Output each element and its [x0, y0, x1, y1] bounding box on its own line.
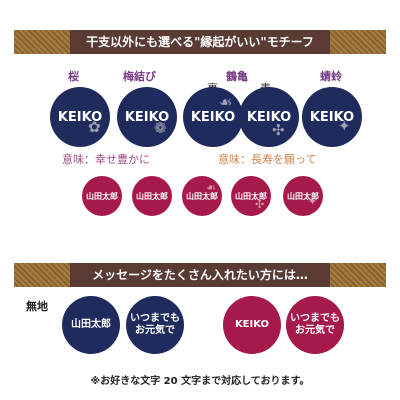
section-title-messages: メッセージをたくさん入れたい方には… — [84, 263, 316, 287]
small-circle-umemusubi: 山田太郎 — [132, 176, 172, 216]
keiko-text-1: KEIKO — [57, 109, 103, 125]
label-seirei: 蜻蛉 — [320, 70, 342, 83]
motif-circle-umemusubi: KEIKO ❁ — [117, 87, 177, 147]
footer-note: ※お好きな文字 20 文字まで対応しております。 — [90, 376, 310, 387]
small-circle-sakura: 山田太郎 — [82, 176, 122, 216]
section-title-band-motifs: 干支以外にも選べる"縁起がいい"モチーフ — [14, 30, 386, 54]
plain-circle-crimson-name: KEIKO — [223, 296, 281, 354]
meaning-left: 意味：幸せ豊かに — [62, 153, 150, 166]
dragonfly-icon: ✦ — [308, 195, 318, 208]
small-name-4: 山田太郎 — [235, 191, 267, 201]
plain-circle-navy-message: いつまでも お元気で — [126, 296, 184, 354]
dragonfly-icon: ✦ — [338, 117, 351, 135]
plain-crimson-message-line2: お元気で — [295, 325, 335, 336]
plain-label: 無地 — [26, 300, 48, 313]
label-sakura: 桜 — [68, 70, 79, 83]
keiko-text-5: KEIKO — [309, 109, 355, 125]
motif-circle-crane: KEIKO ☙ — [183, 87, 243, 147]
small-circle-crane: 山田太郎 ☙ — [182, 176, 222, 216]
plain-navy-name-text: 山田太郎 — [71, 318, 111, 330]
plain-navy-message-line1: いつまでも — [130, 312, 180, 324]
keiko-text-2: KEIKO — [124, 109, 170, 125]
motif-circle-sakura: KEIKO ✿ — [50, 87, 110, 147]
small-name-2: 山田太郎 — [136, 191, 168, 201]
section-title-motifs: 干支以外にも選べる"縁起がいい"モチーフ — [78, 30, 322, 54]
section-title-band-messages: メッセージをたくさん入れたい方には… — [14, 263, 386, 287]
meaning-right: 意味：長寿を願って — [218, 153, 317, 166]
turtle-icon: ✣ — [272, 121, 285, 139]
motif-circle-turtle: KEIKO ✣ — [239, 87, 299, 147]
label-umemusubi: 梅結び — [123, 70, 156, 83]
turtle-icon: ✣ — [255, 198, 265, 211]
motif-circle-dragonfly: KEIKO ✦ — [302, 87, 362, 147]
plain-crimson-message-text: いつまでも お元気で — [290, 313, 340, 338]
plain-crimson-name-text: KEIKO — [234, 318, 270, 330]
small-name-1: 山田太郎 — [86, 191, 118, 201]
sakura-flower-icon: ✿ — [88, 118, 101, 136]
small-name-3: 山田太郎 — [186, 191, 218, 201]
small-circle-turtle: 山田太郎 ✣ — [231, 176, 271, 216]
plain-navy-message-line2: お元気で — [135, 325, 175, 336]
small-name-5: 山田太郎 — [287, 191, 319, 201]
small-circle-dragonfly: 山田太郎 ✦ — [283, 176, 323, 216]
plain-crimson-message-line1: いつまでも — [290, 312, 340, 324]
crane-icon: ☙ — [206, 181, 216, 194]
plain-navy-message-text: いつまでも お元気で — [130, 313, 180, 338]
keiko-text-3: KEIKO — [190, 109, 236, 125]
plum-knot-icon: ❁ — [154, 119, 167, 137]
keiko-text-4: KEIKO — [246, 109, 292, 125]
crane-icon: ☙ — [219, 93, 233, 111]
label-tsurukame: 鶴亀 — [226, 70, 248, 83]
plain-circle-crimson-message: いつまでも お元気で — [286, 296, 344, 354]
plain-circle-navy-name: 山田太郎 — [62, 296, 120, 354]
